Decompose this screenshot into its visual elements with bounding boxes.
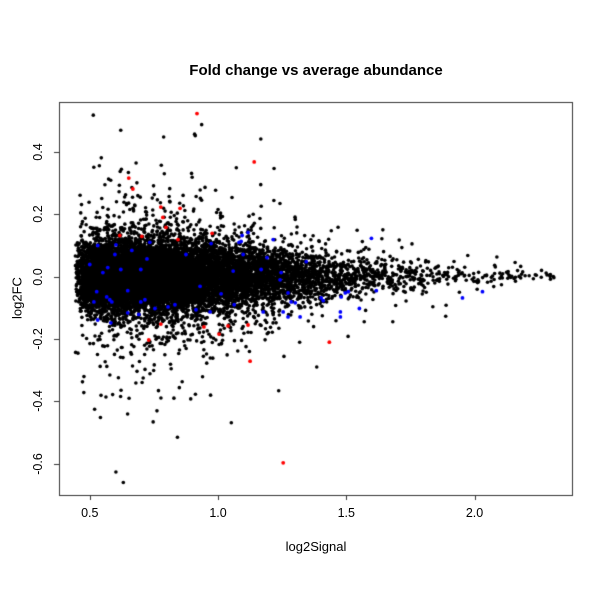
x-tick-label: 1.5 (337, 506, 355, 520)
y-tick-label: -0.4 (31, 390, 45, 413)
y-tick-label: 0.0 (31, 267, 45, 286)
x-tick-label: 1.0 (209, 506, 227, 520)
y-tick-label: -0.6 (31, 453, 45, 475)
x-tick-label: 0.5 (81, 506, 99, 520)
x-axis-label: log2Signal (285, 539, 347, 554)
chart-title: Fold change vs average abundance (189, 62, 443, 79)
y-tick-label: 0.2 (31, 205, 45, 223)
y-tick-label: 0.4 (31, 143, 45, 161)
y-axis-label: log2FC (9, 277, 25, 319)
y-tick-label: -0.2 (31, 328, 45, 350)
x-tick-label: 2.0 (465, 506, 484, 520)
